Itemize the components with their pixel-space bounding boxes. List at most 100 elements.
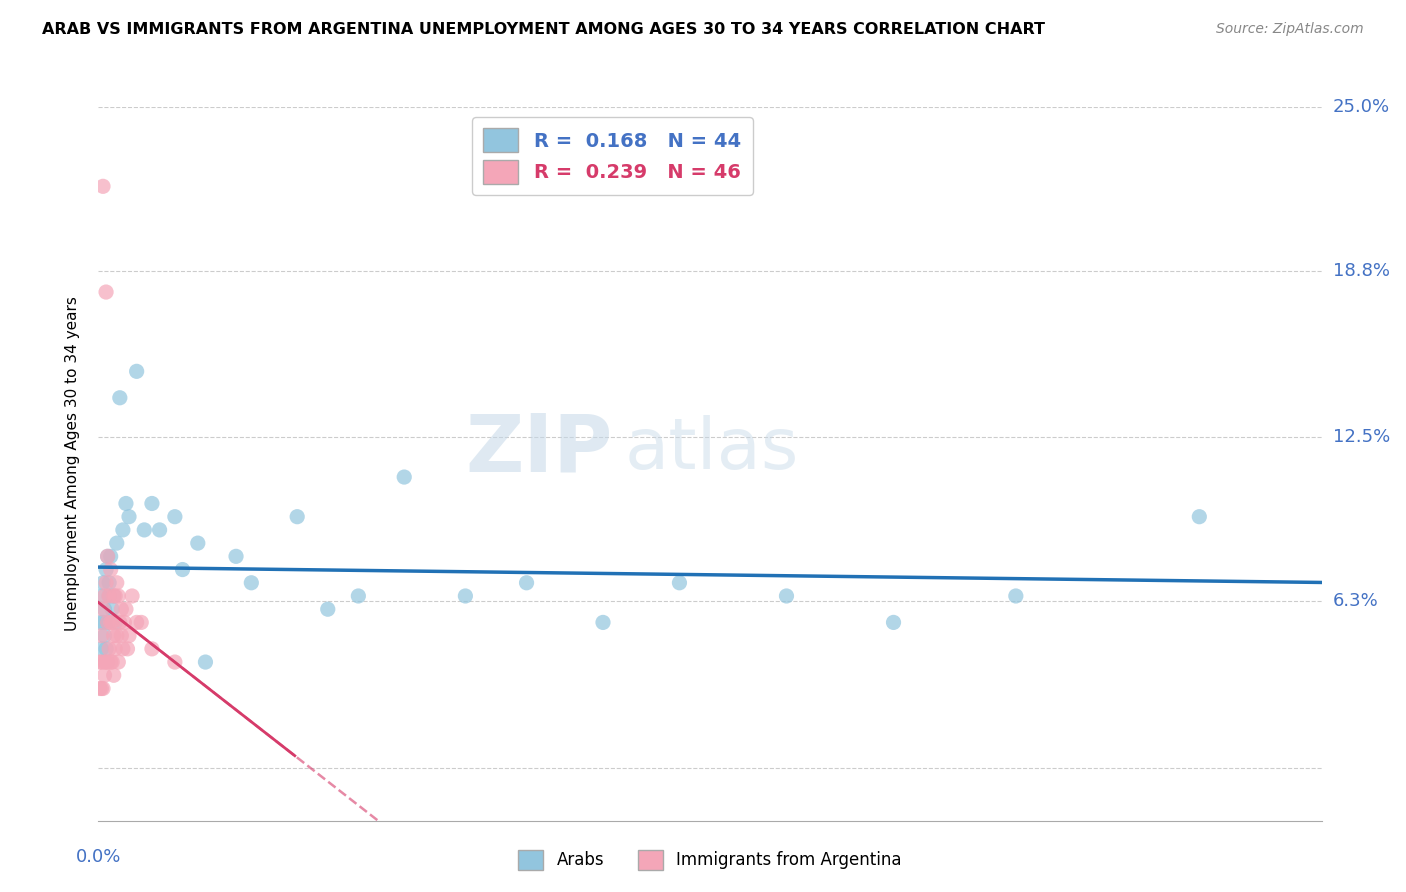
Point: [93, 629, 115, 643]
Point: [125, 364, 148, 378]
Point: [100, 655, 122, 669]
Point: [111, 641, 134, 656]
Text: Source: ZipAtlas.com: Source: ZipAtlas.com: [1216, 22, 1364, 37]
Point: [93, 668, 115, 682]
Text: 25.0%: 25.0%: [1333, 98, 1391, 116]
Point: [107, 589, 129, 603]
Point: [108, 391, 131, 405]
Point: [103, 589, 125, 603]
Point: [194, 655, 217, 669]
Point: [110, 629, 132, 643]
Point: [89, 655, 111, 669]
Point: [98, 589, 121, 603]
Point: [91, 615, 114, 630]
Point: [187, 536, 209, 550]
Point: [117, 641, 139, 656]
Text: 12.5%: 12.5%: [1333, 428, 1391, 446]
Text: 18.8%: 18.8%: [1333, 262, 1389, 280]
Point: [94, 285, 117, 299]
Point: [775, 589, 797, 603]
Legend: Arabs, Immigrants from Argentina: Arabs, Immigrants from Argentina: [512, 843, 908, 877]
Point: [98, 641, 121, 656]
Point: [105, 575, 128, 590]
Point: [91, 575, 114, 590]
Point: [94, 641, 117, 656]
Point: [98, 575, 121, 590]
Y-axis label: Unemployment Among Ages 30 to 34 years: Unemployment Among Ages 30 to 34 years: [65, 296, 80, 632]
Point: [100, 549, 122, 564]
Point: [103, 668, 125, 682]
Point: [141, 641, 163, 656]
Point: [163, 655, 186, 669]
Point: [90, 655, 112, 669]
Point: [91, 602, 114, 616]
Point: [104, 641, 127, 656]
Point: [115, 496, 138, 510]
Point: [240, 575, 263, 590]
Point: [104, 589, 127, 603]
Point: [93, 655, 115, 669]
Point: [103, 589, 125, 603]
Point: [97, 615, 120, 630]
Point: [141, 496, 163, 510]
Point: [668, 575, 690, 590]
Point: [103, 629, 125, 643]
Text: ZIP: ZIP: [465, 410, 612, 489]
Point: [516, 575, 538, 590]
Point: [91, 179, 114, 194]
Point: [94, 563, 117, 577]
Point: [89, 681, 111, 696]
Point: [110, 602, 132, 616]
Point: [90, 641, 112, 656]
Point: [112, 615, 135, 630]
Point: [118, 509, 141, 524]
Point: [592, 615, 614, 630]
Point: [107, 655, 129, 669]
Point: [93, 602, 115, 616]
Point: [89, 615, 111, 630]
Point: [101, 615, 124, 630]
Point: [93, 589, 115, 603]
Point: [97, 615, 120, 630]
Point: [121, 589, 143, 603]
Point: [883, 615, 905, 630]
Point: [97, 655, 120, 669]
Point: [90, 629, 112, 643]
Point: [98, 589, 121, 603]
Point: [125, 615, 148, 630]
Point: [105, 629, 128, 643]
Point: [100, 563, 122, 577]
Point: [118, 629, 141, 643]
Point: [225, 549, 247, 564]
Point: [100, 615, 122, 630]
Point: [108, 615, 131, 630]
Point: [97, 549, 120, 564]
Text: atlas: atlas: [624, 415, 799, 484]
Point: [90, 589, 112, 603]
Point: [94, 575, 117, 590]
Point: [285, 509, 308, 524]
Text: ARAB VS IMMIGRANTS FROM ARGENTINA UNEMPLOYMENT AMONG AGES 30 TO 34 YEARS CORRELA: ARAB VS IMMIGRANTS FROM ARGENTINA UNEMPL…: [42, 22, 1045, 37]
Point: [316, 602, 339, 616]
Point: [94, 655, 117, 669]
Point: [163, 509, 186, 524]
Point: [1188, 509, 1211, 524]
Point: [105, 536, 128, 550]
Point: [454, 589, 477, 603]
Point: [101, 655, 124, 669]
Point: [101, 602, 124, 616]
Point: [115, 602, 138, 616]
Point: [149, 523, 172, 537]
Point: [1004, 589, 1026, 603]
Point: [91, 681, 114, 696]
Point: [129, 615, 152, 630]
Text: 6.3%: 6.3%: [1333, 592, 1378, 610]
Point: [172, 563, 194, 577]
Point: [111, 523, 134, 537]
Point: [134, 523, 156, 537]
Point: [97, 549, 120, 564]
Text: 0.0%: 0.0%: [76, 847, 121, 866]
Point: [90, 681, 112, 696]
Point: [104, 615, 127, 630]
Point: [347, 589, 370, 603]
